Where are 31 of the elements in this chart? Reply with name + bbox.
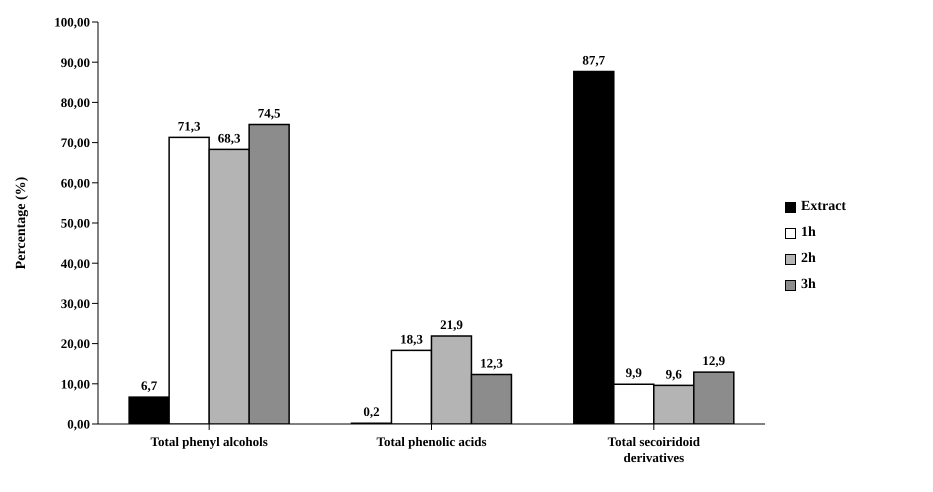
y-tick-label: 40,00 [60, 256, 90, 271]
data-label: 9,6 [666, 366, 682, 382]
legend-label: 1h [801, 225, 816, 241]
data-label: 12,9 [702, 353, 726, 368]
y-axis-title: Percentage (%) [14, 176, 29, 270]
data-label: 87,7 [582, 52, 606, 68]
y-tick-label: 0,00 [67, 416, 90, 432]
x-tick-label: Total phenyl alcohols [150, 434, 268, 449]
data-label: 0,2 [363, 404, 380, 420]
data-label: 6,7 [141, 378, 158, 394]
legend-label: 3h [801, 277, 816, 293]
data-label: 12,3 [480, 356, 504, 371]
data-label: 18,3 [400, 331, 424, 346]
x-tick-label: Total phenolic acids [376, 434, 487, 449]
x-tick-label: Total secoiridoid derivatives [608, 434, 701, 465]
y-tick-label: 10,00 [60, 376, 90, 392]
y-tick-label: 30,00 [60, 296, 90, 312]
data-label: 68,3 [218, 130, 241, 146]
y-tick-label: 100,00 [54, 14, 90, 30]
data-label: 21,9 [440, 316, 464, 332]
data-label: 71,3 [178, 118, 201, 134]
y-tick-label: 90,00 [60, 54, 90, 70]
y-tick-label: 60,00 [60, 175, 90, 190]
y-tick-label: 80,00 [60, 95, 90, 110]
y-tick-label: 70,00 [60, 135, 90, 150]
data-label: 74,5 [258, 106, 281, 121]
legend-label: Extract [801, 199, 846, 215]
y-tick-label: 50,00 [60, 216, 90, 231]
legend-label: 2h [801, 251, 816, 267]
y-tick-label: 20,00 [60, 336, 90, 352]
data-label: 9,9 [626, 365, 642, 380]
